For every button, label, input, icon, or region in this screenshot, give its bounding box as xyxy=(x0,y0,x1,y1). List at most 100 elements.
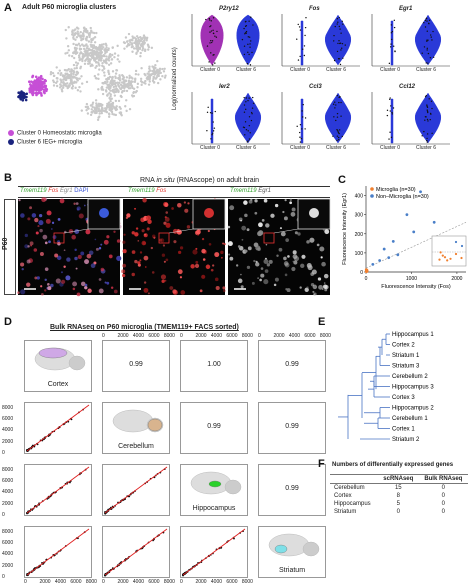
scatter-xtick-label: 1000 xyxy=(406,276,417,282)
violin-jitter-point xyxy=(426,137,428,140)
tsne-point-cluster0 xyxy=(42,88,46,92)
tsne-point-other xyxy=(98,68,101,71)
violin-jitter-point xyxy=(425,62,427,64)
tsne-point-other xyxy=(135,52,138,55)
micro-cell xyxy=(74,248,77,252)
violin-cluster-label: Cluster 6 xyxy=(236,145,257,151)
tsne-point-other xyxy=(118,74,121,77)
tsne-point-other xyxy=(113,88,116,91)
tsne-point-other xyxy=(93,74,97,78)
tsne-point-other xyxy=(116,44,119,48)
dendro-leaf-label: Cortex 3 xyxy=(392,395,415,401)
violin-jitter-point xyxy=(210,20,212,22)
brain-diagram xyxy=(112,409,164,433)
tsne-point-other xyxy=(143,42,146,45)
micro-cell xyxy=(227,225,231,229)
tsne-point-other xyxy=(125,76,129,79)
violin-jitter-point xyxy=(393,26,396,29)
violin-jitter-point xyxy=(334,107,336,109)
tsne-point-other xyxy=(87,33,91,37)
tsne-point-other xyxy=(111,112,114,116)
pairs-correlation-value: 0.99 xyxy=(285,423,299,430)
tsne-point-other xyxy=(163,76,167,79)
micro-cell xyxy=(183,201,187,204)
tsne-point-other xyxy=(135,47,138,50)
micro-inset-cell xyxy=(204,208,214,218)
micro-cell xyxy=(311,269,317,275)
violin-jitter-point xyxy=(213,127,216,129)
micro-inset-cell xyxy=(309,208,319,218)
tsne-point-other xyxy=(89,113,93,117)
pairs-left-tick: 0 xyxy=(2,512,5,518)
tsne-point-other xyxy=(151,72,154,76)
violin-jitter-point xyxy=(334,101,336,103)
tsne-point-other xyxy=(85,47,89,50)
tsne-point-other xyxy=(65,76,68,79)
micro-cell xyxy=(307,264,313,271)
tsne-point-other xyxy=(111,46,114,49)
micro-cell xyxy=(75,202,79,205)
micro-cell xyxy=(283,216,288,221)
violin-jitter-point xyxy=(296,125,298,128)
micro-cell xyxy=(227,241,233,247)
micro-cell xyxy=(66,257,71,262)
pairs-bottom-tick: 6000 xyxy=(226,579,238,585)
pairs-left-tick: 4000 xyxy=(2,489,14,496)
tsne-point-other xyxy=(101,88,105,91)
micro-cell xyxy=(122,273,126,278)
tsne-point-other xyxy=(118,81,121,85)
micro-cell xyxy=(273,283,277,287)
pairs-scatter xyxy=(26,466,90,515)
violin-gene-label: Fos xyxy=(309,6,320,12)
tsne-point-other xyxy=(132,87,136,90)
tsne-point-other xyxy=(113,52,117,55)
tsne-point-cluster0 xyxy=(27,80,31,84)
tsne-point-other xyxy=(77,42,81,46)
micro-cell xyxy=(165,211,169,214)
micro-cell xyxy=(164,279,167,282)
micro-cell xyxy=(68,229,74,234)
tsne-point-other xyxy=(97,53,100,56)
violin-jitter-point xyxy=(245,129,248,131)
tsne-point-other xyxy=(98,45,101,49)
tsne-point-other xyxy=(105,50,109,54)
tsne-point-other xyxy=(157,70,160,74)
tsne-point-other xyxy=(117,83,120,87)
tsne-point-other xyxy=(90,53,94,57)
tsne-point-other xyxy=(51,71,55,75)
violin-jitter-point xyxy=(211,40,214,42)
tsne-point-other xyxy=(66,69,69,72)
tsne-point-other xyxy=(64,73,68,76)
violin-jitter-point xyxy=(423,21,425,24)
micro-cell xyxy=(177,202,182,208)
micro-cell xyxy=(71,234,76,240)
violin-jitter-point xyxy=(212,29,214,31)
micro-cell xyxy=(139,259,142,262)
panel-a-label: A xyxy=(4,2,12,14)
micro-cell xyxy=(141,229,145,233)
tsne-point-other xyxy=(129,81,133,84)
violin-jitter-point xyxy=(212,32,215,35)
tsne-point-other xyxy=(163,67,166,70)
micro-cell xyxy=(26,282,31,287)
tsne-point-other xyxy=(68,54,71,57)
micro-cell xyxy=(169,286,174,290)
pairs-top-tick: 6000 xyxy=(148,333,160,339)
micro-cell xyxy=(38,213,43,218)
violin-jitter-point xyxy=(206,111,209,114)
tsne-point-other xyxy=(74,38,77,41)
tsne-point-other xyxy=(109,81,113,85)
micro-cell xyxy=(248,199,253,204)
tsne-point-other xyxy=(139,77,143,81)
tsne-point-other xyxy=(77,32,80,35)
violin-jitter-point xyxy=(426,47,428,50)
violin-jitter-point xyxy=(243,126,246,129)
scatter-trend-line xyxy=(365,222,467,269)
tsne-point-other xyxy=(72,34,75,37)
micro-cell xyxy=(195,229,201,235)
micro-cell xyxy=(319,246,325,252)
pairs-scatter-cell xyxy=(102,464,170,516)
tsne-point-other xyxy=(91,45,94,48)
micro-cell xyxy=(207,229,210,233)
pairs-correlation-value: 0.99 xyxy=(129,361,143,368)
